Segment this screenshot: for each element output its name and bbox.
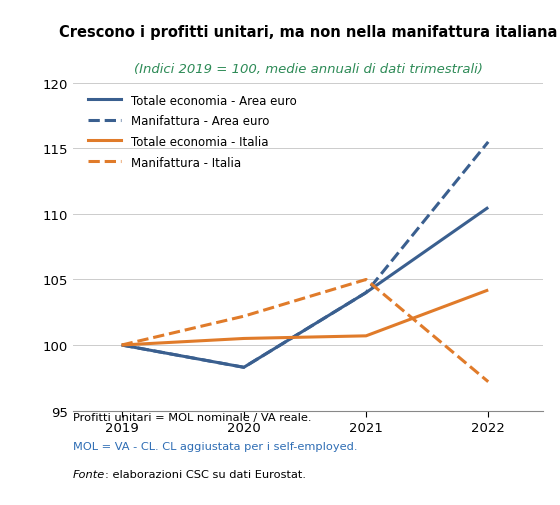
Text: Fonte: Fonte xyxy=(73,469,105,479)
Legend: Totale economia - Area euro, Manifattura - Area euro, Totale economia - Italia, : Totale economia - Area euro, Manifattura… xyxy=(83,89,301,174)
Text: : elaborazioni CSC su dati Eurostat.: : elaborazioni CSC su dati Eurostat. xyxy=(105,469,306,479)
Text: MOL = VA - CL. CL aggiustata per i self-employed.: MOL = VA - CL. CL aggiustata per i self-… xyxy=(73,441,357,451)
Text: Profitti unitari = MOL nominale / VA reale.: Profitti unitari = MOL nominale / VA rea… xyxy=(73,412,311,422)
Text: (Indici 2019 = 100, medie annuali di dati trimestrali): (Indici 2019 = 100, medie annuali di dat… xyxy=(134,63,482,76)
Text: Crescono i profitti unitari, ma non nella manifattura italiana: Crescono i profitti unitari, ma non nell… xyxy=(59,25,557,40)
